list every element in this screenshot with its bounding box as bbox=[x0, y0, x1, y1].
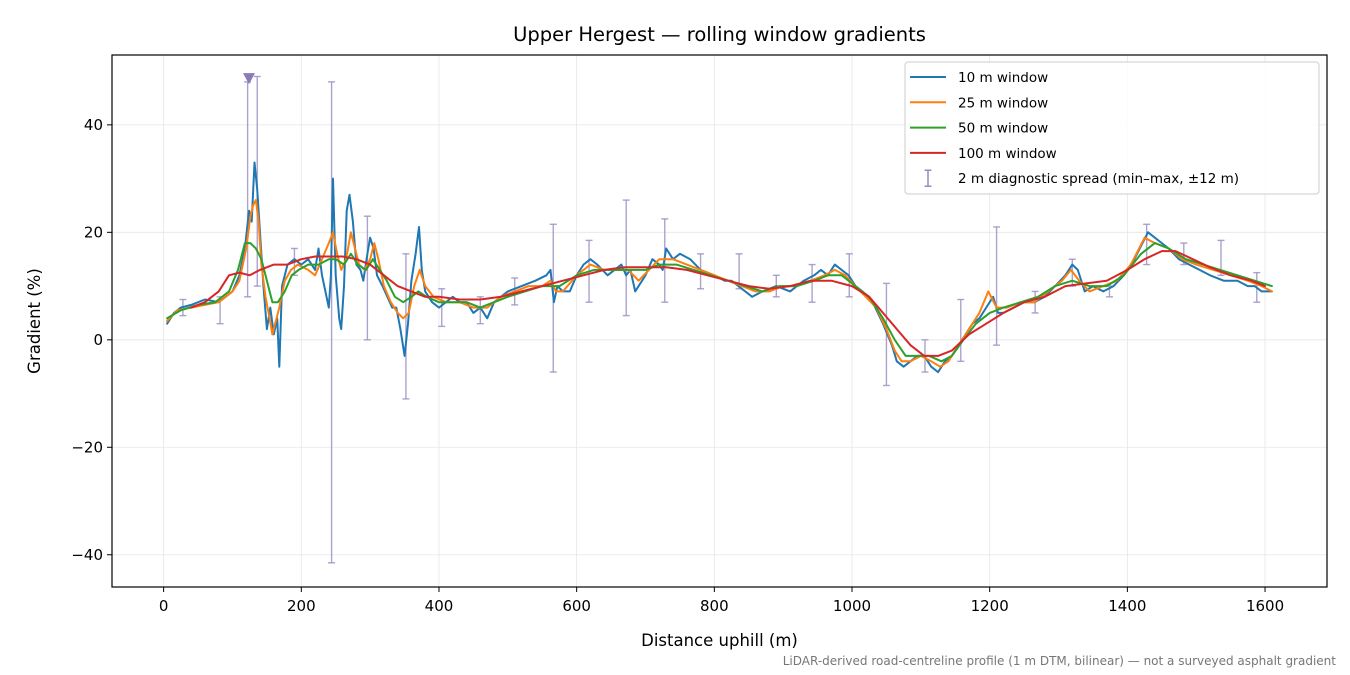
chart-title: Upper Hergest — rolling window gradients bbox=[513, 23, 926, 46]
legend-label-2: 50 m window bbox=[958, 121, 1048, 137]
x-tick-label-7: 1400 bbox=[1108, 597, 1146, 615]
marker bbox=[242, 73, 255, 85]
footnote: LiDAR-derived road-centreline profile (1… bbox=[783, 654, 1337, 668]
y-tick-label-1: −20 bbox=[71, 438, 103, 456]
legend-label-0: 10 m window bbox=[958, 70, 1048, 86]
y-tick-label-2: 0 bbox=[93, 331, 103, 349]
x-axis-title: Distance uphill (m) bbox=[641, 631, 798, 650]
y-tick-label-3: 20 bbox=[84, 223, 103, 241]
series-line-3 bbox=[190, 250, 1266, 357]
y-tick-label-4: 40 bbox=[84, 116, 103, 134]
legend-label-errorbars: 2 m diagnostic spread (min–max, ±12 m) bbox=[958, 171, 1239, 187]
legend-label-3: 100 m window bbox=[958, 146, 1057, 162]
x-tick-label-6: 1200 bbox=[971, 597, 1009, 615]
series-lines bbox=[166, 161, 1273, 374]
x-tick-label-3: 600 bbox=[562, 597, 591, 615]
legend: 10 m window 25 m window 50 m window 100 m w… bbox=[904, 61, 1320, 195]
marker-triangle bbox=[242, 73, 255, 85]
legend-box bbox=[904, 61, 1320, 195]
x-ticks: 0 200 400 600 800 1000 1200 1400 1600 bbox=[159, 587, 1284, 615]
x-tick-label-8: 1600 bbox=[1246, 597, 1284, 615]
plot-frame bbox=[111, 54, 1328, 588]
x-tick-label-5: 1000 bbox=[833, 597, 871, 615]
x-tick-label-2: 400 bbox=[425, 597, 454, 615]
x-tick-label-1: 200 bbox=[287, 597, 316, 615]
y-axis-title: Gradient (%) bbox=[25, 268, 44, 374]
x-tick-label-4: 800 bbox=[700, 597, 729, 615]
y-tick-label-0: −40 bbox=[71, 546, 103, 564]
legend-label-1: 25 m window bbox=[958, 95, 1048, 111]
x-tick-label-0: 0 bbox=[159, 597, 169, 615]
y-ticks: −40 −20 0 20 40 bbox=[71, 116, 112, 564]
